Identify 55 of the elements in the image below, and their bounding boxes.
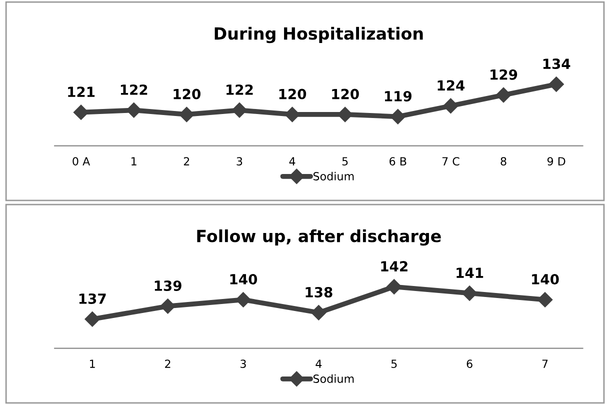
point [84,312,100,327]
data-label: 122 [120,84,148,95]
x-tick-label: 7 [542,360,548,368]
point [338,106,353,122]
point [284,106,300,122]
point [386,279,402,294]
point [232,102,248,118]
x-tick-label: 3 [236,157,242,166]
data-label: 122 [226,84,253,95]
x-tick-label: 7 C [442,157,460,166]
data-label: 139 [154,280,182,291]
data-label: 138 [306,286,332,298]
chart-title: During Hospitalization [214,26,423,44]
point [537,292,553,308]
point [462,286,478,301]
point [548,76,564,92]
data-label: 142 [381,261,408,272]
x-tick-label: 3 [240,360,246,368]
point [311,305,326,320]
data-label: 124 [438,80,465,90]
data-label: 120 [174,88,200,100]
point [179,106,194,122]
point [126,102,142,118]
x-tick-label: 8 [500,157,506,166]
x-tick-label: 1 [132,157,136,166]
data-label: 140 [532,274,559,285]
x-tick-label: 2 [184,157,190,166]
chart-title: Follow up, after discharge [197,229,441,246]
point [443,98,458,114]
data-label: 134 [543,58,570,70]
legend-label: Sodium [313,172,354,180]
legend-label: Sodium [313,374,354,383]
x-tick-label: 6 B [390,157,406,166]
x-tick-label: 1 [90,360,95,368]
data-label: 141 [456,268,484,278]
point [496,87,512,103]
x-tick-label: 6 [466,360,472,368]
x-tick-label: 5 [342,157,348,166]
data-label: 137 [79,293,106,304]
x-tick-label: 4 [316,360,322,368]
x-tick-label: 0 A [72,157,90,166]
point [160,298,176,314]
point [236,292,251,308]
x-tick-label: 4 [289,157,296,166]
x-tick-label: 9 D [547,157,566,166]
data-label: 121 [68,86,95,97]
x-tick-label: 5 [391,360,397,368]
point [390,109,406,124]
data-label: 140 [230,274,258,285]
data-label: 119 [384,90,412,102]
data-label: 120 [279,88,306,100]
x-tick-label: 2 [165,360,170,368]
data-label: 120 [332,88,359,100]
data-label: 129 [490,69,518,80]
point [73,104,89,120]
